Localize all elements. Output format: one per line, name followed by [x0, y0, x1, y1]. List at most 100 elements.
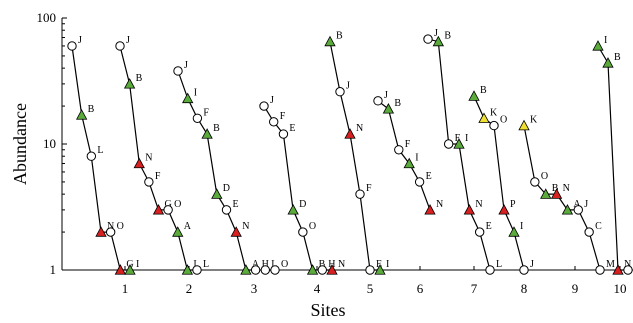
point-B — [602, 57, 614, 68]
point-A — [240, 264, 252, 275]
point-N — [326, 264, 338, 275]
site-5-series: B J N F E I — [324, 31, 389, 275]
point-K — [518, 119, 530, 131]
point-N — [133, 157, 145, 169]
point-label: B — [319, 259, 326, 270]
point-I — [374, 264, 386, 275]
point-B — [201, 128, 213, 139]
x-tick-label: 1 — [122, 281, 129, 296]
point-label: B — [480, 85, 487, 96]
point-label: N — [145, 153, 152, 164]
point-label: O — [500, 115, 507, 126]
point-L — [485, 265, 495, 275]
point-N — [463, 204, 476, 215]
x-tick-label: 9 — [572, 281, 579, 296]
series-line — [377, 100, 431, 211]
point-E — [278, 129, 289, 139]
point-I — [508, 226, 520, 237]
point-H — [317, 265, 327, 275]
point-G — [152, 204, 165, 215]
series-line — [329, 41, 380, 271]
point-label: C — [595, 221, 602, 232]
point-M — [595, 265, 605, 275]
point-label: I — [386, 259, 389, 270]
y-tick-label: 10 — [43, 136, 56, 151]
site-10-series: IBNO — [592, 35, 633, 275]
point-E — [221, 205, 232, 215]
series-line — [597, 45, 628, 271]
point-label: J — [384, 90, 388, 101]
point-label: N — [624, 259, 631, 270]
point-label: E — [233, 199, 239, 210]
point-label: O — [541, 171, 548, 182]
point-label: L — [203, 259, 209, 270]
point-label: H — [262, 259, 269, 270]
point-O — [623, 265, 633, 275]
point-label: J — [270, 95, 274, 106]
point-label: I — [415, 153, 418, 164]
point-B — [123, 78, 136, 89]
point-K — [478, 112, 490, 123]
point-J — [173, 66, 183, 76]
point-L — [192, 265, 202, 275]
point-N — [550, 188, 563, 199]
point-label: I — [604, 35, 607, 46]
point-label: J — [184, 60, 188, 71]
point-label: F — [203, 107, 209, 118]
site-6-series: JB FIE N — [373, 90, 443, 215]
point-L — [86, 151, 97, 161]
point-B — [75, 109, 88, 120]
x-tick-label: 5 — [367, 281, 374, 296]
point-I — [453, 138, 465, 149]
point-E — [474, 227, 485, 237]
x-tick-label: 2 — [186, 281, 193, 296]
series-line — [263, 105, 332, 271]
point-B — [324, 35, 336, 47]
site-9-series: KOB NA JCM — [518, 115, 615, 275]
point-label: K — [490, 107, 498, 118]
point-H — [250, 265, 261, 275]
point-label: N — [563, 183, 570, 194]
point-label: L — [496, 259, 502, 270]
point-label: B — [88, 104, 95, 115]
point-label: J — [346, 81, 350, 92]
point-label: F — [455, 133, 461, 144]
point-label: J — [126, 35, 130, 46]
point-O — [298, 227, 308, 237]
point-label: N — [436, 199, 443, 210]
point-B — [306, 264, 319, 275]
point-F — [144, 177, 154, 187]
point-I — [592, 40, 604, 51]
point-label: K — [530, 115, 538, 126]
point-B — [382, 103, 395, 114]
point-label: L — [271, 259, 277, 270]
point-I — [181, 264, 194, 275]
point-label: O — [281, 259, 288, 270]
point-label: A — [252, 259, 260, 270]
site-1-series: JBLNOGI — [67, 35, 139, 275]
point-A — [172, 226, 184, 237]
point-label: I — [136, 259, 139, 270]
point-label: F — [280, 111, 286, 122]
point-J — [67, 41, 77, 51]
y-axis-title: Abundance — [10, 103, 30, 185]
point-label: J — [530, 259, 534, 270]
x-ticks: 1 2 3 4 5 6 7 8 9 10 — [122, 266, 627, 296]
point-label: B — [336, 31, 343, 42]
point-label: P — [510, 199, 516, 210]
point-I — [182, 92, 194, 104]
point-label: E — [426, 171, 432, 182]
point-I — [124, 264, 136, 275]
point-E — [365, 265, 375, 275]
point-O — [105, 227, 116, 237]
x-axis-title: Sites — [310, 300, 345, 320]
point-label: E — [486, 221, 492, 232]
point-J — [423, 34, 433, 44]
x-tick-label: 8 — [521, 281, 528, 296]
point-label: B — [136, 73, 143, 84]
point-label: F — [155, 171, 161, 182]
